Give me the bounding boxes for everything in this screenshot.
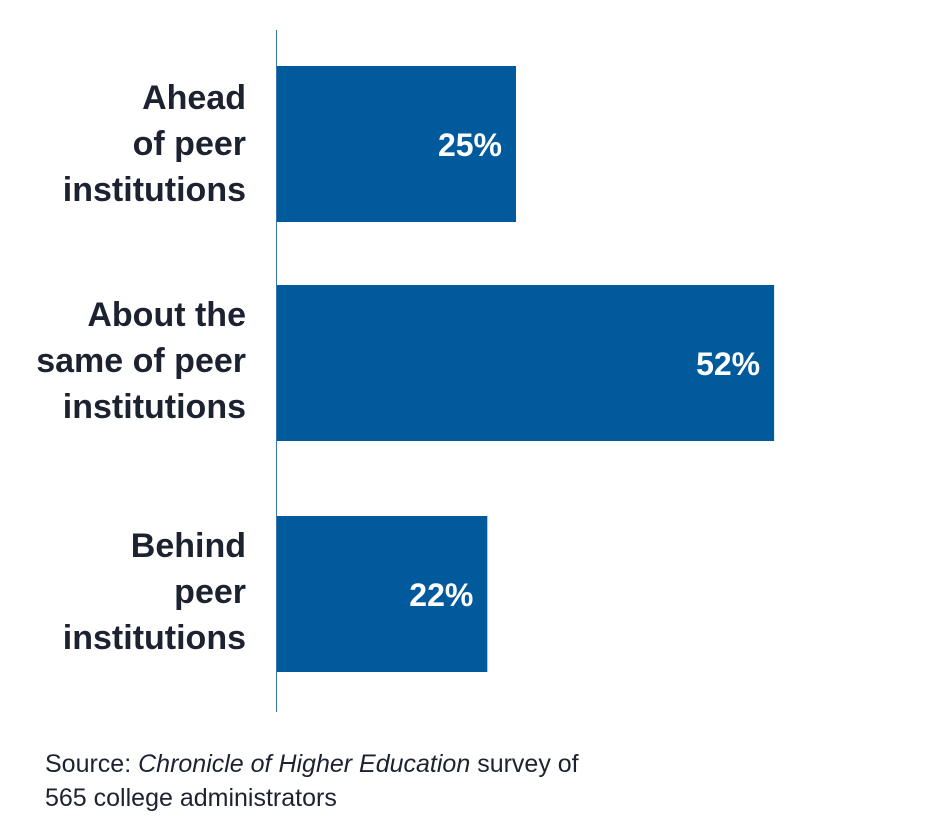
- bar-ahead: [277, 66, 516, 222]
- source-note: Source: Chronicle of Higher Education su…: [45, 747, 579, 815]
- category-label-about-same: About the same of peer institutions: [36, 296, 246, 426]
- data-label-about-same: 52%: [696, 346, 760, 382]
- category-label-behind: Behind peer institutions: [62, 527, 246, 657]
- bar-about-same: [277, 285, 775, 441]
- source-prefix: Source:: [45, 750, 139, 778]
- category-label-ahead: Ahead of peer institutions: [62, 79, 246, 209]
- source-suffix: survey of: [470, 750, 579, 778]
- bars-plot-area: 25% 52% 22%: [276, 30, 775, 712]
- bar-group: 25% 52% 22%: [277, 66, 775, 672]
- bar-chart: Ahead of peer institutions About the sam…: [36, 30, 775, 712]
- source-title: Chronicle of Higher Education: [138, 750, 471, 778]
- source-line-2: 565 college administrators: [45, 784, 337, 812]
- data-label-behind: 22%: [409, 577, 473, 613]
- bar-behind: [277, 516, 488, 672]
- data-label-ahead: 25%: [438, 127, 502, 163]
